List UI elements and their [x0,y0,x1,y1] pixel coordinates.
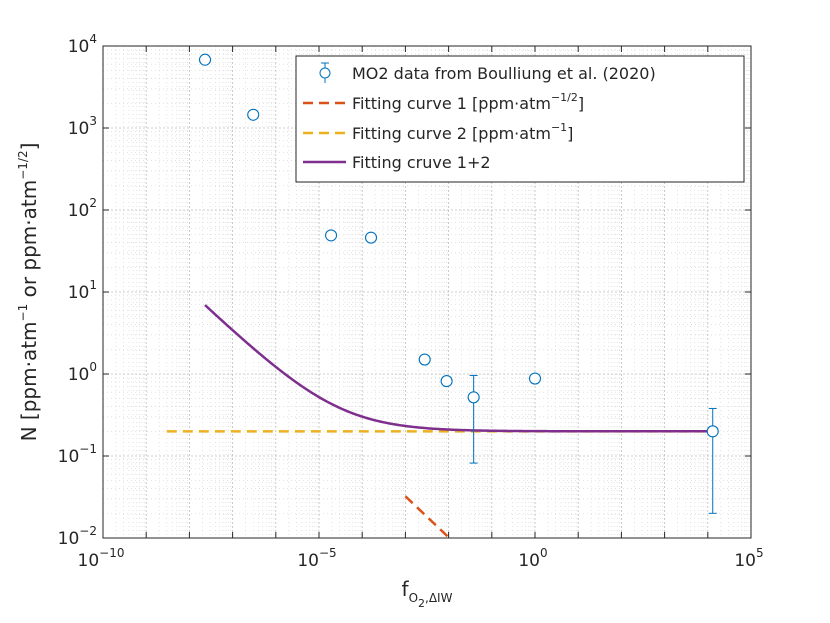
legend-entry-fit1: Fitting curve 1 [ppm·atm−1/2] [303,91,584,113]
legend-box [295,55,745,183]
x-tick-label: 105 [734,546,763,571]
legend-label-data: MO2 data from Boulliung et al. (2020) [352,64,656,83]
y-tick-label: 104 [68,32,97,57]
y-tick-label: 103 [68,114,97,139]
legend-label-fit1: Fitting curve 1 [ppm·atm−1/2] [352,91,584,113]
legend-label-fit2: Fitting curve 2 [ppm·atm−1] [352,121,573,143]
y-tick-label: 10−1 [58,442,97,467]
y-tick-label: 102 [68,196,97,221]
y-tick-label: 100 [68,360,97,385]
legend: MO2 data from Boulliung et al. (2020) Fi… [295,55,745,183]
x-tick-label: 10−5 [297,546,336,571]
data-point [440,375,453,388]
y-tick-label: 101 [68,278,97,303]
data-point [467,391,480,404]
series-layer [166,304,713,538]
legend-label-fit12: Fitting cruve 1+2 [352,153,491,172]
data-points [198,53,719,514]
tick-labels: 10−10 10−5 100 105 10−2 10−1 100 101 102 103 104 [58,32,764,571]
data-point [706,425,719,438]
fit-curve-1 [404,495,452,538]
fit-curve-1-plus-2 [204,304,713,433]
data-point [364,231,378,244]
x-tick-label: 100 [518,546,547,571]
y-axis-label: N [ppm·atm−1 or ppm·atm−1/2] [16,143,41,442]
data-point [247,108,260,121]
legend-circle-marker [319,67,331,79]
data-point [528,372,542,385]
x-axis-label: fO2,ΔIW [402,577,453,610]
x-tick-label: 10−10 [78,546,125,571]
axis-ticks [102,45,752,539]
data-point [198,53,212,66]
legend-entry-fit12: Fitting cruve 1+2 [303,153,491,172]
data-point [418,353,431,366]
data-point [324,229,338,242]
legend-entry-data: MO2 data from Boulliung et al. (2020) [319,62,656,83]
y-tick-label: 10−2 [58,524,97,549]
legend-entry-fit2: Fitting curve 2 [ppm·atm−1] [303,121,573,143]
